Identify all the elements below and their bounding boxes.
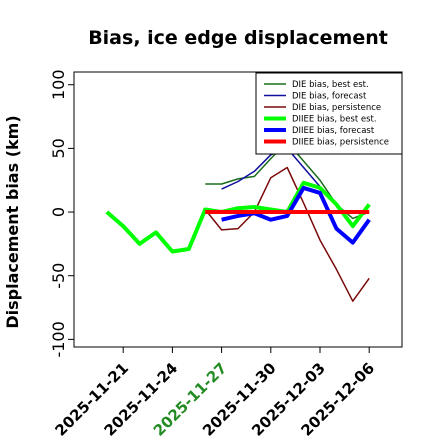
legend-label: DIIEE bias, forecast (292, 126, 375, 136)
series-line (221, 185, 371, 245)
y-tick-label: 50 (49, 138, 68, 158)
legend-label: DIE bias, forecast (292, 92, 367, 102)
y-tick-label: 0 (49, 207, 68, 217)
legend-label: DIE bias, best est. (292, 80, 369, 90)
chart-title: Bias, ice edge displacement (88, 27, 388, 49)
y-tick-label: -100 (49, 321, 68, 357)
legend-label: DIIEE bias, best est. (292, 115, 377, 125)
legend-label: DIIEE bias, persistence (292, 138, 389, 148)
series-line (221, 147, 321, 190)
y-tick-label: 100 (49, 69, 68, 100)
plot-frame (73, 71, 403, 348)
y-tick-label: -50 (49, 263, 68, 289)
series-line (204, 166, 370, 302)
legend-label: DIE bias, persistence (292, 103, 381, 113)
y-axis-label: Displacement bias (km) (3, 115, 22, 328)
series-line (105, 180, 371, 254)
